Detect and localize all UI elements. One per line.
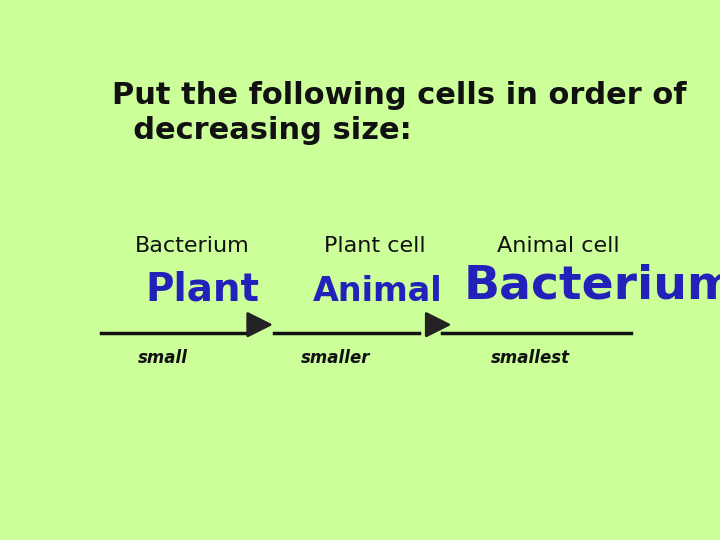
Text: Plant cell: Plant cell [324, 235, 426, 255]
Text: small: small [138, 349, 187, 367]
Text: Bacterium: Bacterium [464, 263, 720, 308]
Text: smaller: smaller [301, 349, 370, 367]
Text: Bacterium: Bacterium [135, 235, 249, 255]
Text: Plant: Plant [145, 270, 260, 308]
Text: Animal cell: Animal cell [498, 235, 620, 255]
Text: Put the following cells in order of
  decreasing size:: Put the following cells in order of decr… [112, 82, 687, 145]
Text: Animal: Animal [313, 275, 443, 308]
Text: smallest: smallest [491, 349, 570, 367]
